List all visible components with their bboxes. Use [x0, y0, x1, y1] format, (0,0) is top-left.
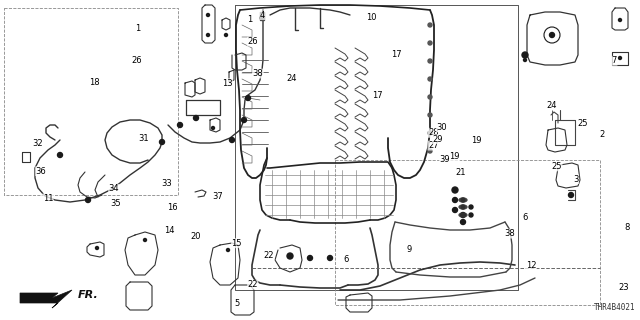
- Circle shape: [461, 205, 465, 209]
- Circle shape: [428, 23, 432, 27]
- Circle shape: [225, 34, 227, 36]
- Text: 30: 30: [436, 123, 447, 132]
- Text: 6: 6: [343, 255, 348, 264]
- Circle shape: [469, 205, 473, 209]
- Text: 1: 1: [247, 15, 252, 24]
- Text: 37: 37: [212, 192, 223, 201]
- Text: 15: 15: [232, 239, 242, 248]
- Circle shape: [461, 198, 465, 202]
- Circle shape: [618, 57, 621, 60]
- Text: 38: 38: [504, 229, 515, 238]
- Text: 12: 12: [526, 261, 536, 270]
- Circle shape: [524, 59, 527, 61]
- Circle shape: [428, 41, 432, 45]
- Circle shape: [452, 197, 458, 203]
- Circle shape: [307, 255, 312, 260]
- Text: 26: 26: [131, 56, 141, 65]
- Circle shape: [428, 95, 432, 99]
- Circle shape: [193, 116, 198, 121]
- Text: 22: 22: [248, 280, 258, 289]
- Polygon shape: [20, 290, 72, 308]
- Text: 4: 4: [260, 11, 265, 20]
- Text: 2: 2: [599, 130, 604, 139]
- Text: 5: 5: [234, 300, 239, 308]
- Text: 28: 28: [428, 128, 438, 137]
- Text: 33: 33: [161, 180, 172, 188]
- Text: 19: 19: [449, 152, 460, 161]
- Circle shape: [58, 153, 63, 157]
- Circle shape: [452, 187, 458, 193]
- Text: 39: 39: [440, 156, 450, 164]
- Circle shape: [86, 197, 90, 203]
- Circle shape: [428, 59, 432, 63]
- Text: 20: 20: [190, 232, 200, 241]
- Text: 18: 18: [90, 78, 100, 87]
- Circle shape: [328, 255, 333, 260]
- Text: 17: 17: [392, 50, 402, 59]
- Circle shape: [230, 138, 234, 142]
- Circle shape: [211, 126, 214, 130]
- Circle shape: [159, 140, 164, 145]
- Text: 1: 1: [135, 24, 140, 33]
- Text: 16: 16: [168, 204, 178, 212]
- Text: 38: 38: [253, 69, 263, 78]
- Text: 35: 35: [110, 199, 120, 208]
- Circle shape: [550, 33, 554, 37]
- Ellipse shape: [459, 198, 467, 202]
- Text: 19: 19: [472, 136, 482, 145]
- Text: 26: 26: [248, 37, 258, 46]
- Text: 10: 10: [366, 13, 376, 22]
- Text: 24: 24: [286, 74, 296, 83]
- Text: 25: 25: [577, 119, 588, 128]
- Text: 9: 9: [407, 245, 412, 254]
- Circle shape: [461, 212, 465, 218]
- Circle shape: [428, 149, 432, 153]
- Circle shape: [207, 34, 209, 36]
- Text: THR4B4021: THR4B4021: [593, 303, 635, 312]
- Circle shape: [95, 246, 99, 250]
- Text: 34: 34: [109, 184, 119, 193]
- Circle shape: [207, 13, 209, 17]
- Circle shape: [241, 117, 246, 123]
- Ellipse shape: [459, 213, 467, 217]
- Circle shape: [618, 19, 621, 21]
- Text: 24: 24: [547, 101, 557, 110]
- Text: 14: 14: [164, 226, 175, 235]
- Circle shape: [177, 123, 182, 127]
- Text: 13: 13: [222, 79, 232, 88]
- Circle shape: [227, 249, 230, 252]
- Text: 36: 36: [36, 167, 46, 176]
- Text: 3: 3: [573, 175, 579, 184]
- Text: 11: 11: [43, 194, 53, 203]
- Text: 31: 31: [139, 134, 149, 143]
- Circle shape: [260, 16, 264, 20]
- Circle shape: [461, 220, 465, 225]
- Text: 25: 25: [552, 162, 562, 171]
- Circle shape: [469, 213, 473, 217]
- Circle shape: [522, 52, 528, 58]
- Text: 32: 32: [33, 139, 43, 148]
- Circle shape: [143, 238, 147, 242]
- Text: 29: 29: [433, 135, 443, 144]
- Text: 17: 17: [372, 92, 383, 100]
- Circle shape: [568, 193, 573, 197]
- Circle shape: [452, 207, 458, 212]
- Circle shape: [287, 253, 293, 259]
- Text: 6: 6: [522, 213, 527, 222]
- Ellipse shape: [459, 205, 467, 209]
- Text: 22: 22: [264, 252, 274, 260]
- Circle shape: [428, 77, 432, 81]
- Circle shape: [428, 131, 432, 135]
- Text: 7: 7: [612, 56, 617, 65]
- Text: 21: 21: [456, 168, 466, 177]
- Circle shape: [246, 95, 250, 100]
- Circle shape: [428, 113, 432, 117]
- Text: FR.: FR.: [78, 290, 99, 300]
- Text: 27: 27: [428, 141, 438, 150]
- Text: 8: 8: [625, 223, 630, 232]
- Text: 23: 23: [619, 284, 629, 292]
